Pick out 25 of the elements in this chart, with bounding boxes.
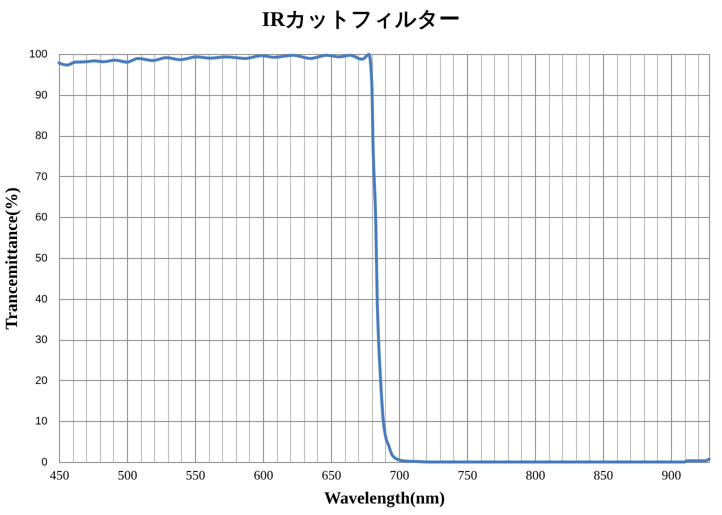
y-tick-label: 70 [35, 170, 48, 183]
line-series [58, 52, 710, 464]
y-tick-label: 20 [35, 374, 48, 387]
chart-title: IRカットフィルター [262, 7, 460, 31]
y-tick-label: 50 [35, 252, 48, 264]
x-tick-label: 650 [322, 468, 342, 482]
x-tick-label: 450 [50, 468, 70, 482]
x-tick-label: 800 [526, 468, 546, 482]
x-tick-label: 850 [594, 468, 614, 482]
y-tick-label: 10 [35, 416, 48, 428]
x-tick-label: 600 [254, 468, 274, 482]
y-tick-label: 0 [41, 456, 48, 468]
x-tick-label: 900 [662, 468, 682, 482]
x-tick-label: 500 [118, 468, 138, 482]
y-tick-label: 60 [35, 212, 48, 224]
y-tick-label: 80 [35, 130, 48, 142]
x-tick-label: 550 [186, 468, 206, 482]
y-tick-label: 90 [35, 89, 48, 102]
y-axis-title: Trancemittance(%) [2, 187, 22, 330]
x-axis-title: Wavelength(nm) [324, 488, 445, 508]
x-tick-label: 700 [390, 468, 410, 482]
y-tick-label: 30 [35, 334, 48, 346]
y-tick-label: 40 [35, 293, 48, 306]
x-tick-label: 750 [458, 468, 478, 482]
y-tick-label: 100 [29, 48, 48, 60]
